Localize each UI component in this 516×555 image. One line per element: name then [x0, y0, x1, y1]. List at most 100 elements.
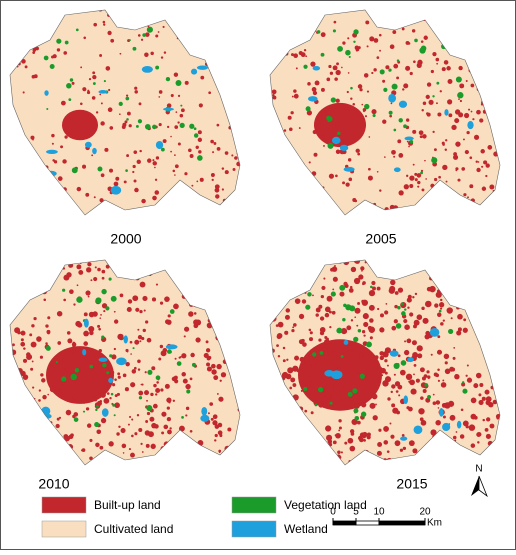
built-patch [368, 136, 371, 138]
built-patch [231, 154, 234, 157]
vegetation-patch [432, 95, 435, 98]
built-patch [131, 369, 137, 374]
built-patch [435, 57, 440, 62]
built-patch [384, 156, 386, 158]
built-patch [346, 369, 350, 374]
built-patch [93, 196, 96, 199]
built-patch [216, 123, 220, 127]
built-patch [95, 111, 99, 114]
built-patch [86, 90, 91, 95]
built-patch [324, 306, 331, 313]
built-patch [365, 374, 371, 380]
vegetation-patch [166, 349, 172, 354]
built-patch [140, 442, 143, 445]
built-patch [432, 393, 435, 396]
built-patch [156, 381, 159, 384]
built-patch [102, 20, 106, 24]
vegetation-patch [404, 308, 407, 311]
built-patch [373, 68, 377, 72]
built-patch [155, 34, 159, 38]
wetland-patch [190, 68, 198, 75]
vegetation-patch [102, 362, 107, 368]
vegetation-patch [95, 405, 99, 408]
vegetation-patch [329, 401, 333, 405]
built-patch [319, 330, 325, 336]
built-patch [57, 341, 62, 345]
built-patch [435, 419, 441, 426]
built-patch [184, 326, 190, 332]
built-patch [197, 137, 203, 143]
built-patch [383, 440, 389, 445]
built-patch [411, 29, 416, 33]
built-patch [122, 452, 125, 454]
built-patch [457, 313, 463, 320]
built-patch [444, 361, 448, 365]
built-patch [61, 384, 65, 388]
built-patch [379, 351, 385, 356]
built-patch [421, 376, 426, 381]
built-patch [398, 394, 401, 397]
built-patch [460, 408, 464, 412]
built-patch [367, 325, 373, 331]
built-patch [38, 389, 41, 392]
built-patch [70, 352, 75, 357]
vegetation-patch [352, 388, 358, 394]
built-patch [221, 167, 225, 170]
built-patch [126, 306, 132, 313]
built-patch [337, 450, 341, 454]
built-patch [57, 176, 63, 182]
built-patch [126, 154, 130, 158]
vegetation-patch [420, 171, 424, 175]
vegetation-patch [197, 155, 203, 161]
wetland-patch [165, 344, 178, 350]
built-patch [40, 373, 44, 377]
built-patch [83, 117, 87, 122]
built-patch [166, 416, 172, 422]
built-patch [51, 55, 55, 59]
built-patch [318, 338, 322, 342]
built-patch [413, 363, 417, 367]
built-patch [88, 326, 95, 333]
built-patch [73, 412, 79, 417]
built-patch [396, 76, 400, 80]
built-patch [468, 424, 476, 431]
built-patch [487, 145, 493, 150]
built-patch [312, 294, 314, 297]
built-patch [80, 66, 83, 69]
built-patch [114, 402, 120, 409]
built-patch [381, 374, 384, 377]
vegetation-patch [176, 361, 182, 366]
built-patch [451, 124, 457, 131]
vegetation-patch [388, 110, 393, 115]
built-patch [134, 339, 140, 345]
built-patch [397, 139, 402, 144]
built-patch [379, 327, 385, 333]
built-patch [437, 335, 441, 339]
built-patch [357, 84, 363, 89]
built-patch [376, 170, 379, 173]
built-patch [336, 62, 339, 66]
built-patch [151, 297, 157, 302]
built-patch [69, 289, 74, 295]
built-patch [199, 177, 204, 182]
built-patch [433, 148, 437, 152]
built-patch [179, 355, 182, 358]
built-patch [476, 109, 481, 115]
built-patch [209, 402, 214, 406]
wetland-patch [343, 339, 349, 345]
built-patch [130, 452, 135, 458]
built-patch [478, 399, 484, 406]
built-patch [443, 353, 450, 360]
vegetation-patch [103, 80, 106, 83]
built-patch [272, 95, 277, 100]
built-patch [113, 319, 119, 324]
built-patch [69, 115, 74, 120]
built-patch [306, 110, 313, 116]
built-patch [154, 190, 160, 195]
built-patch [165, 319, 170, 325]
built-patch [65, 409, 72, 416]
built-patch [477, 441, 480, 444]
built-patch [221, 188, 224, 191]
built-patch [198, 150, 202, 154]
built-patch [152, 161, 157, 166]
